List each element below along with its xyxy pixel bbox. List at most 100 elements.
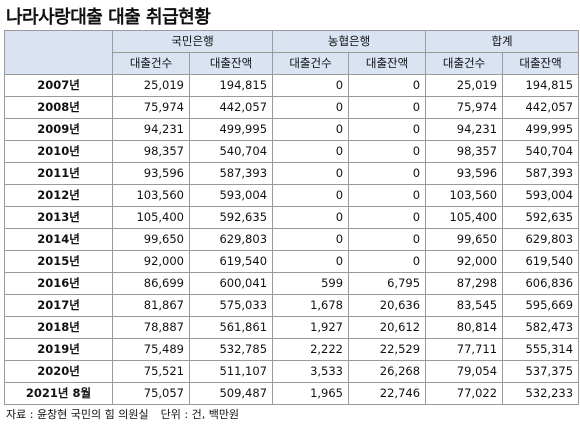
value-cell: 20,612 [348,316,427,339]
value-cell: 592,635 [502,206,580,229]
value-cell: 79,054 [425,360,504,383]
value-cell: 499,995 [188,118,274,141]
group-header-kb: 국민은행 [111,30,274,53]
row-year-cell: 2016년 [4,272,113,295]
value-cell: 78,887 [112,316,190,339]
value-cell: 0 [348,206,427,229]
value-cell: 0 [348,250,427,273]
subheader-cell: 대출건수 [425,52,504,75]
value-cell: 511,107 [188,360,274,383]
value-cell: 532,233 [502,382,580,405]
value-cell: 0 [348,74,427,97]
row-year-cell: 2009년 [4,118,113,141]
value-cell: 1,965 [272,382,350,405]
row-year-cell: 2011년 [4,162,113,185]
table-row: 2018년 78,887 561,861 1,927 20,612 80,814 582,4… [4,316,580,339]
group-header-total: 합계 [425,30,580,53]
row-year-cell: 2010년 [4,140,113,163]
subheader-cell: 대출건수 [272,52,350,75]
subheader-cell: 대출건수 [112,52,190,75]
table-row: 2007년 25,019 194,815 0 0 25,019 194,815 [4,74,580,97]
source-note: 자료 : 윤창현 국민의 힘 의원실 단위 : 건, 백만원 [6,406,251,422]
subheader-cell: 대출잔액 [502,52,580,75]
value-cell: 587,393 [502,162,580,185]
value-cell: 619,540 [188,250,274,273]
row-year-cell: 2021년 8월 [4,382,113,405]
value-cell: 98,357 [112,140,190,163]
value-cell: 86,699 [112,272,190,295]
table-row: 2019년 75,489 532,785 2,222 22,529 77,711 555,3… [4,338,580,361]
source-unit: 단위 : 건, 백만원 [160,408,240,421]
row-year-cell: 2019년 [4,338,113,361]
value-cell: 561,861 [188,316,274,339]
value-cell: 0 [272,74,350,97]
value-cell: 593,004 [502,184,580,207]
value-cell: 92,000 [425,250,504,273]
value-cell: 87,298 [425,272,504,295]
value-cell: 0 [272,140,350,163]
value-cell: 92,000 [112,250,190,273]
value-cell: 0 [272,184,350,207]
value-cell: 99,650 [425,228,504,251]
value-cell: 0 [348,140,427,163]
value-cell: 75,521 [112,360,190,383]
value-cell: 606,836 [502,272,580,295]
value-cell: 75,974 [112,96,190,119]
value-cell: 442,057 [188,96,274,119]
row-year-cell: 2014년 [4,228,113,251]
value-cell: 629,803 [502,228,580,251]
row-year-cell: 2007년 [4,74,113,97]
value-cell: 0 [272,228,350,251]
value-cell: 20,636 [348,294,427,317]
value-cell: 103,560 [425,184,504,207]
value-cell: 0 [348,162,427,185]
value-cell: 22,746 [348,382,427,405]
value-cell: 619,540 [502,250,580,273]
value-cell: 93,596 [425,162,504,185]
value-cell: 1,927 [272,316,350,339]
row-year-cell: 2018년 [4,316,113,339]
value-cell: 537,375 [502,360,580,383]
value-cell: 629,803 [188,228,274,251]
row-year-cell: 2013년 [4,206,113,229]
value-cell: 194,815 [502,74,580,97]
loan-status-table: 국민은행 농협은행 합계 대출건수 대출잔액 대출건수 대출잔액 대출건수 대출… [4,30,580,405]
table-row: 2017년 81,867 575,033 1,678 20,636 83,545 595,6… [4,294,580,317]
value-cell: 80,814 [425,316,504,339]
row-year-cell: 2020년 [4,360,113,383]
value-cell: 26,268 [348,360,427,383]
value-cell: 94,231 [425,118,504,141]
value-cell: 595,669 [502,294,580,317]
value-cell: 0 [348,118,427,141]
row-year-cell: 2008년 [4,96,113,119]
value-cell: 593,004 [188,184,274,207]
subheader-cell: 대출잔액 [188,52,274,75]
row-year-cell: 2017년 [4,294,113,317]
value-cell: 81,867 [112,294,190,317]
value-cell: 0 [348,184,427,207]
value-cell: 0 [348,228,427,251]
table-row: 2009년 94,231 499,995 0 0 94,231 499,995 [4,118,580,141]
value-cell: 540,704 [502,140,580,163]
value-cell: 3,533 [272,360,350,383]
value-cell: 540,704 [188,140,274,163]
table-row: 2014년 99,650 629,803 0 0 99,650 629,803 [4,228,580,251]
value-cell: 99,650 [112,228,190,251]
value-cell: 6,795 [348,272,427,295]
value-cell: 75,489 [112,338,190,361]
value-cell: 25,019 [112,74,190,97]
table-row: 2020년 75,521 511,107 3,533 26,268 79,054 537,3… [4,360,580,383]
table-row: 2013년 105,400 592,635 0 0 105,400 592,635 [4,206,580,229]
value-cell: 582,473 [502,316,580,339]
value-cell: 499,995 [502,118,580,141]
value-cell: 83,545 [425,294,504,317]
value-cell: 0 [272,162,350,185]
value-cell: 0 [272,250,350,273]
value-cell: 194,815 [188,74,274,97]
value-cell: 105,400 [112,206,190,229]
table-row: 2015년 92,000 619,540 0 0 92,000 619,540 [4,250,580,273]
value-cell: 592,635 [188,206,274,229]
group-header-nh: 농협은행 [272,30,427,53]
value-cell: 77,022 [425,382,504,405]
row-year-cell: 2015년 [4,250,113,273]
